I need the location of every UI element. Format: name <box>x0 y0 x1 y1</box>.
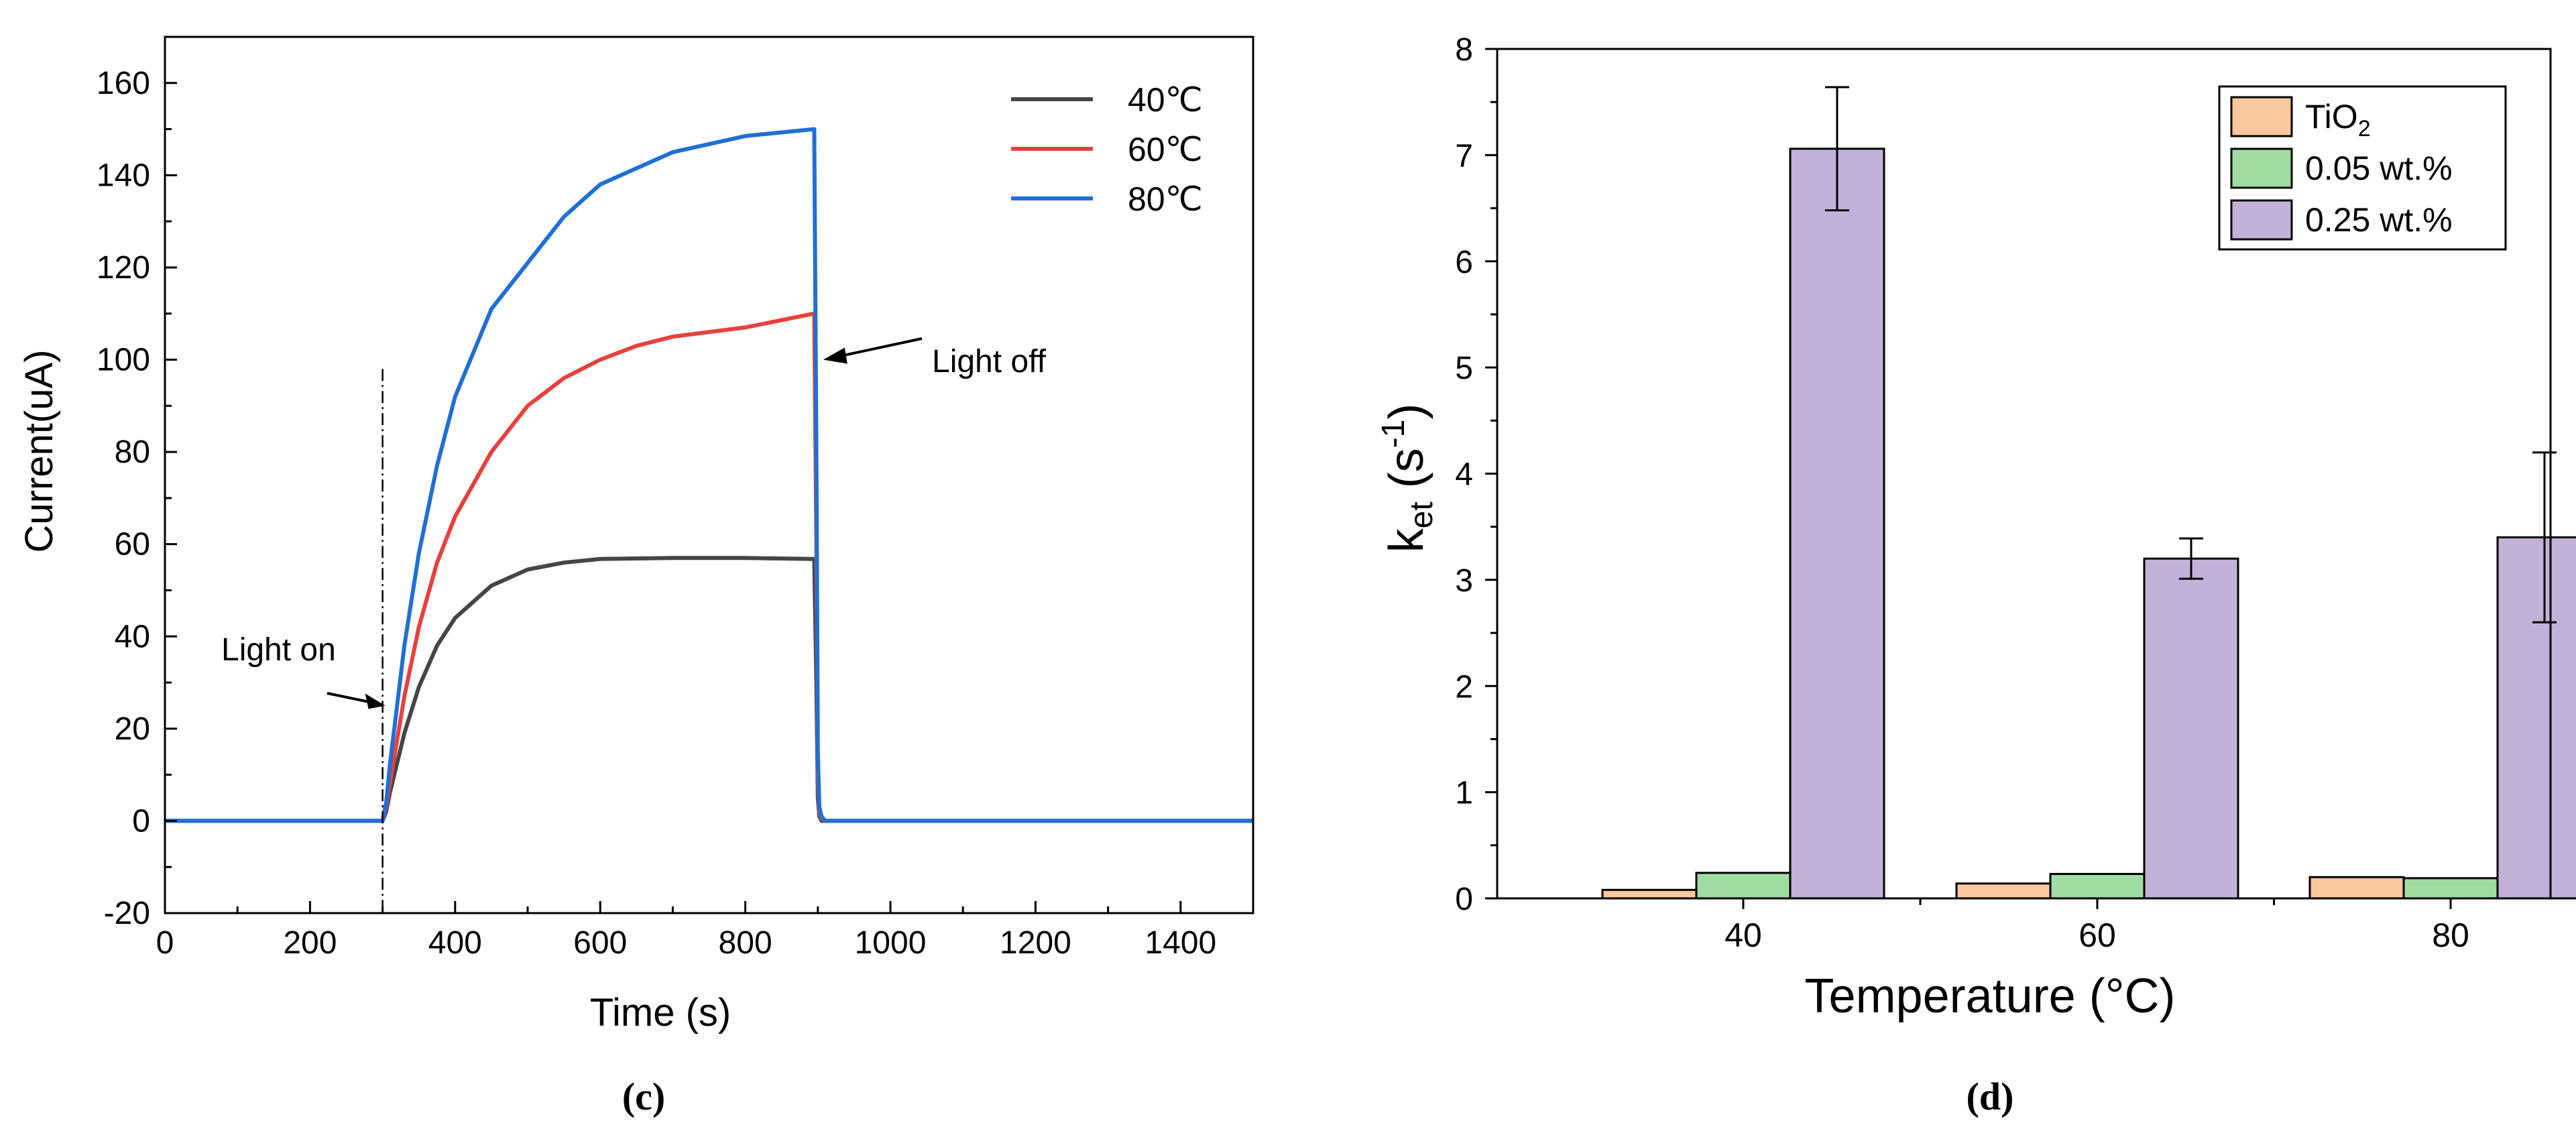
bar <box>2049 873 2146 900</box>
y-axis-label-superscript: -1 <box>1376 420 1411 449</box>
x-tick-label: 40 <box>1724 916 1762 954</box>
y-tick-label: 20 <box>115 711 150 747</box>
legend-label-main: 0.05 wt.% <box>2305 150 2453 187</box>
x-axis-label: Time (s) <box>590 991 731 1034</box>
annotation-light-on: Light on <box>221 632 336 668</box>
annotations: Light on Light off <box>221 337 1047 709</box>
legend-label-main: 0.25 wt.% <box>2305 201 2453 239</box>
y-tick-label: 2 <box>1455 669 1473 705</box>
annotation-arrow-shaft <box>841 337 923 357</box>
y-tick-label: 3 <box>1455 563 1473 599</box>
x-axis-ticks: 0 200 400 600 800 1000 1200 1400 <box>156 901 1216 961</box>
y-tick-label: -20 <box>104 896 150 931</box>
legend-label: 0.25 wt.% <box>2305 201 2453 239</box>
legend-swatch <box>2230 96 2293 137</box>
legend-label: 60℃ <box>1128 131 1203 168</box>
bar <box>1789 147 1885 900</box>
x-tick-label: 400 <box>428 925 482 961</box>
legend-label-subscript: 2 <box>2358 116 2371 141</box>
y-tick-label: 4 <box>1455 457 1473 493</box>
bar <box>1695 872 1792 900</box>
y-tick-label: 1 <box>1455 776 1473 811</box>
y-tick-label: 80 <box>115 434 150 470</box>
y-tick-label: 0 <box>132 803 150 839</box>
panel-label: (d) <box>1967 1075 2014 1118</box>
x-tick-label: 0 <box>156 925 174 961</box>
y-tick-label: 120 <box>97 250 150 286</box>
annotation-arrow-shaft <box>327 692 371 704</box>
y-axis-label-subscript: et <box>1404 501 1440 528</box>
x-tick-label: 80 <box>2432 916 2469 954</box>
legend-label: 0.05 wt.% <box>2305 150 2453 187</box>
plot-frame <box>164 36 1254 914</box>
panel-label: (c) <box>622 1075 665 1118</box>
legend: 40℃ 60℃ 80℃ <box>1011 81 1203 218</box>
x-tick-label: 1200 <box>1000 925 1071 961</box>
x-tick-label: 60 <box>2079 916 2116 954</box>
bar-group <box>1601 86 2576 900</box>
bar <box>1955 882 2052 900</box>
line-chart-panel: 0 200 400 600 800 1000 1200 1400 -2002040608010… <box>17 36 1254 1118</box>
y-axis-label-unit-close: ) <box>1380 404 1433 420</box>
annotation-arrow-head <box>365 693 386 709</box>
x-tick-label: 200 <box>283 925 337 961</box>
y-tick-label: 7 <box>1455 138 1473 174</box>
legend-swatch <box>2230 199 2293 241</box>
y-tick-label: 40 <box>115 619 150 654</box>
y-axis-label: ket (s-1) <box>1376 404 1440 553</box>
y-axis-label: Current(uA) <box>17 350 61 553</box>
x-tick-label: 800 <box>719 925 772 961</box>
y-axis-label-unit-open: (s <box>1380 448 1433 501</box>
series-line <box>165 127 1253 823</box>
legend-label: 80℃ <box>1128 180 1203 218</box>
y-tick-label: 5 <box>1455 351 1473 386</box>
annotation-arrow-head <box>823 347 847 364</box>
y-tick-label: 140 <box>97 158 150 193</box>
y-axis-ticks: -20 0 20 40 60 80 100 120 140 160 <box>97 36 177 931</box>
y-tick-label: 60 <box>115 527 150 562</box>
line-series-group <box>165 127 1253 823</box>
y-tick-label: 6 <box>1455 245 1473 280</box>
legend-label: TiO2 <box>2305 98 2371 141</box>
y-axis-label-main: k <box>1380 528 1433 552</box>
bar <box>2143 557 2239 900</box>
y-tick-label: 100 <box>97 343 150 378</box>
bar <box>1601 888 1698 900</box>
bar <box>2402 877 2499 900</box>
y-axis-ticks: 0 1 2 3 4 5 6 7 8 <box>1455 32 1497 917</box>
y-tick-label: 8 <box>1455 32 1473 68</box>
annotation-light-off: Light off <box>932 344 1047 379</box>
legend-label: 40℃ <box>1128 81 1203 119</box>
bar-chart-panel: 40 60 80 0 1 2 3 4 5 6 7 8 Temperature (°C) ket (s… <box>1376 32 2576 1118</box>
x-tick-label: 600 <box>573 925 627 961</box>
y-tick-label: 0 <box>1455 882 1473 917</box>
bar <box>2496 536 2576 900</box>
legend-swatch <box>2230 147 2293 189</box>
y-tick-label: 160 <box>97 66 150 101</box>
x-tick-label: 1400 <box>1145 925 1216 961</box>
x-axis-label: Temperature (°C) <box>1805 969 2176 1023</box>
bar <box>2308 876 2405 900</box>
x-axis-ticks: 40 60 80 <box>1724 898 2469 954</box>
x-tick-label: 1000 <box>855 925 927 961</box>
legend: TiO2 0.05 wt.% 0.25 wt.% <box>2218 85 2507 251</box>
legend-label-main: TiO <box>2305 98 2358 135</box>
